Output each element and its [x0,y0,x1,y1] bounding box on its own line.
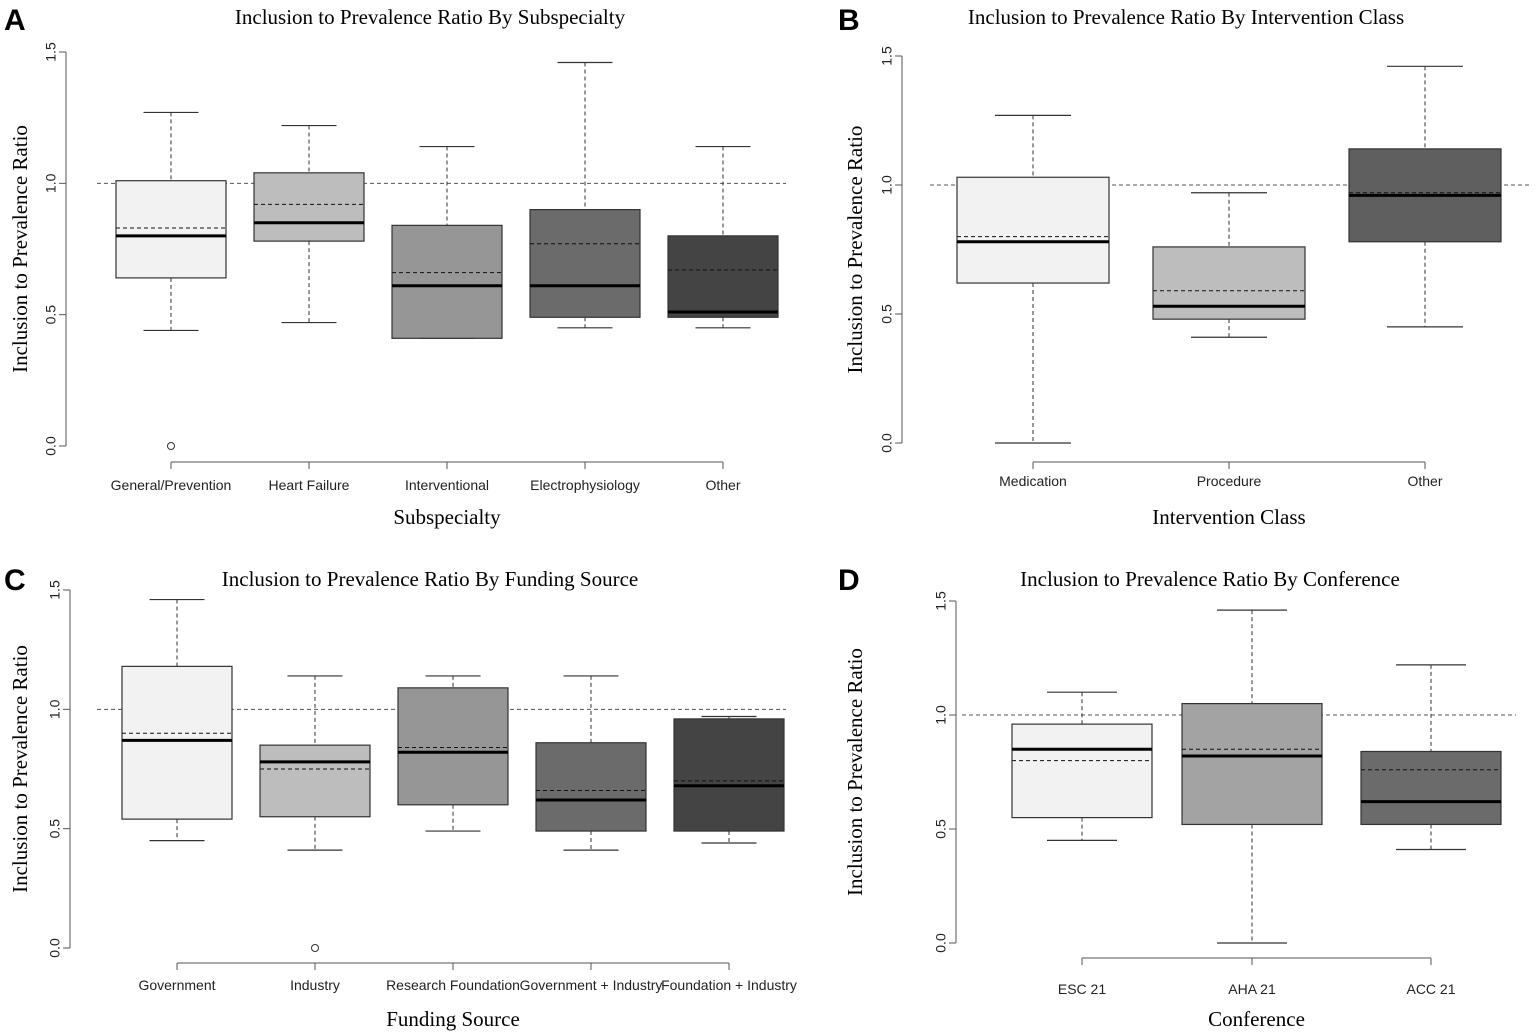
panel-letter: C [4,564,26,597]
box-general-prevention [115,111,227,450]
box-interventional [391,145,503,339]
category-label: General/Prevention [111,477,232,493]
box-medication [956,114,1110,444]
box-other [1348,65,1502,328]
panel-b: B Inclusion to Prevalence Ratio By Interv… [838,4,1532,529]
y-tick-label: 1.0 [47,699,63,719]
y-tick-label: 1.5 [43,42,59,62]
iqr-box [673,718,785,832]
box-heart-failure [253,124,365,324]
y-axis-title: Inclusion to Prevalence Ratio [8,125,32,373]
outlier-point [311,944,319,952]
box-foundation-industry [673,715,785,844]
category-label: Interventional [405,477,489,493]
iqr-box [1152,246,1306,320]
iqr-box [397,687,509,806]
y-tick-label: 1.5 [879,46,895,66]
category-label: ESC 21 [1058,981,1106,997]
chart-title: Inclusion to Prevalence Ratio By Confere… [1020,567,1400,591]
iqr-box [956,176,1110,284]
category-label: ACC 21 [1406,981,1455,997]
chart-title: Inclusion to Prevalence Ratio By Interve… [968,5,1404,29]
outlier-point [167,442,175,450]
y-tick-label: 1.0 [879,175,895,195]
iqr-box [121,665,233,820]
iqr-box [535,742,647,832]
iqr-box [115,180,227,279]
y-tick-label: 1.5 [933,591,949,611]
y-tick-label: 0.5 [933,819,949,839]
y-tick-label: 0.0 [879,433,895,453]
y-tick-label: 1.0 [933,705,949,725]
category-label: Medication [999,473,1067,489]
box-esc-21 [1011,691,1153,842]
iqr-box [1360,750,1502,826]
iqr-box [667,235,779,318]
panel-letter: B [838,4,860,37]
x-axis-title: Conference [1208,1007,1305,1031]
iqr-box [1181,702,1323,826]
y-tick-label: 0.0 [47,938,63,958]
box-government [121,598,233,842]
box-research-foundation [397,675,509,832]
y-tick-label: 0.0 [43,436,59,456]
chart-title: Inclusion to Prevalence Ratio By Funding… [222,567,638,591]
iqr-box [259,744,371,818]
category-label: Other [705,477,740,493]
category-label: Electrophysiology [530,477,640,493]
box-industry [259,675,371,952]
category-label: AHA 21 [1228,981,1276,997]
category-label: Government [138,977,215,993]
iqr-box [253,172,365,242]
iqr-box [391,224,503,339]
y-tick-label: 0.5 [879,304,895,324]
category-label: Foundation + Industry [661,977,797,993]
category-label: Procedure [1197,473,1262,489]
y-tick-label: 0.0 [933,933,949,953]
x-axis-title: Subspecialty [393,505,501,529]
y-axis-title: Inclusion to Prevalence Ratio [843,126,867,374]
box-government-industry [535,675,647,851]
y-axis-title: Inclusion to Prevalence Ratio [843,648,867,896]
box-acc-21 [1360,664,1502,851]
box-other [667,145,779,329]
panel-c: C Inclusion to Prevalence Ratio By Fundin… [4,564,797,1031]
y-tick-label: 1.5 [47,580,63,600]
box-aha-21 [1181,609,1323,944]
box-procedure [1152,192,1306,338]
y-tick-label: 1.0 [43,173,59,193]
y-tick-label: 0.5 [47,819,63,839]
x-axis-title: Intervention Class [1152,505,1305,529]
panel-a: A Inclusion to Prevalence Ratio By Subspe… [4,4,786,529]
y-tick-label: 0.5 [43,305,59,325]
box-electrophysiology [529,61,641,329]
iqr-box [1011,723,1153,819]
category-label: Research Foundation [386,977,520,993]
category-label: Government + Industry [520,977,663,993]
x-axis-title: Funding Source [386,1007,520,1031]
iqr-box [529,209,641,318]
panel-d: D Inclusion to Prevalence Ratio By Confer… [838,564,1516,1031]
panel-letter: A [4,4,26,37]
panel-letter: D [838,564,860,597]
chart-title: Inclusion to Prevalence Ratio By Subspec… [235,5,626,29]
category-label: Heart Failure [269,477,350,493]
category-label: Other [1407,473,1442,489]
y-axis-title: Inclusion to Prevalence Ratio [8,645,32,893]
category-label: Industry [290,977,340,993]
